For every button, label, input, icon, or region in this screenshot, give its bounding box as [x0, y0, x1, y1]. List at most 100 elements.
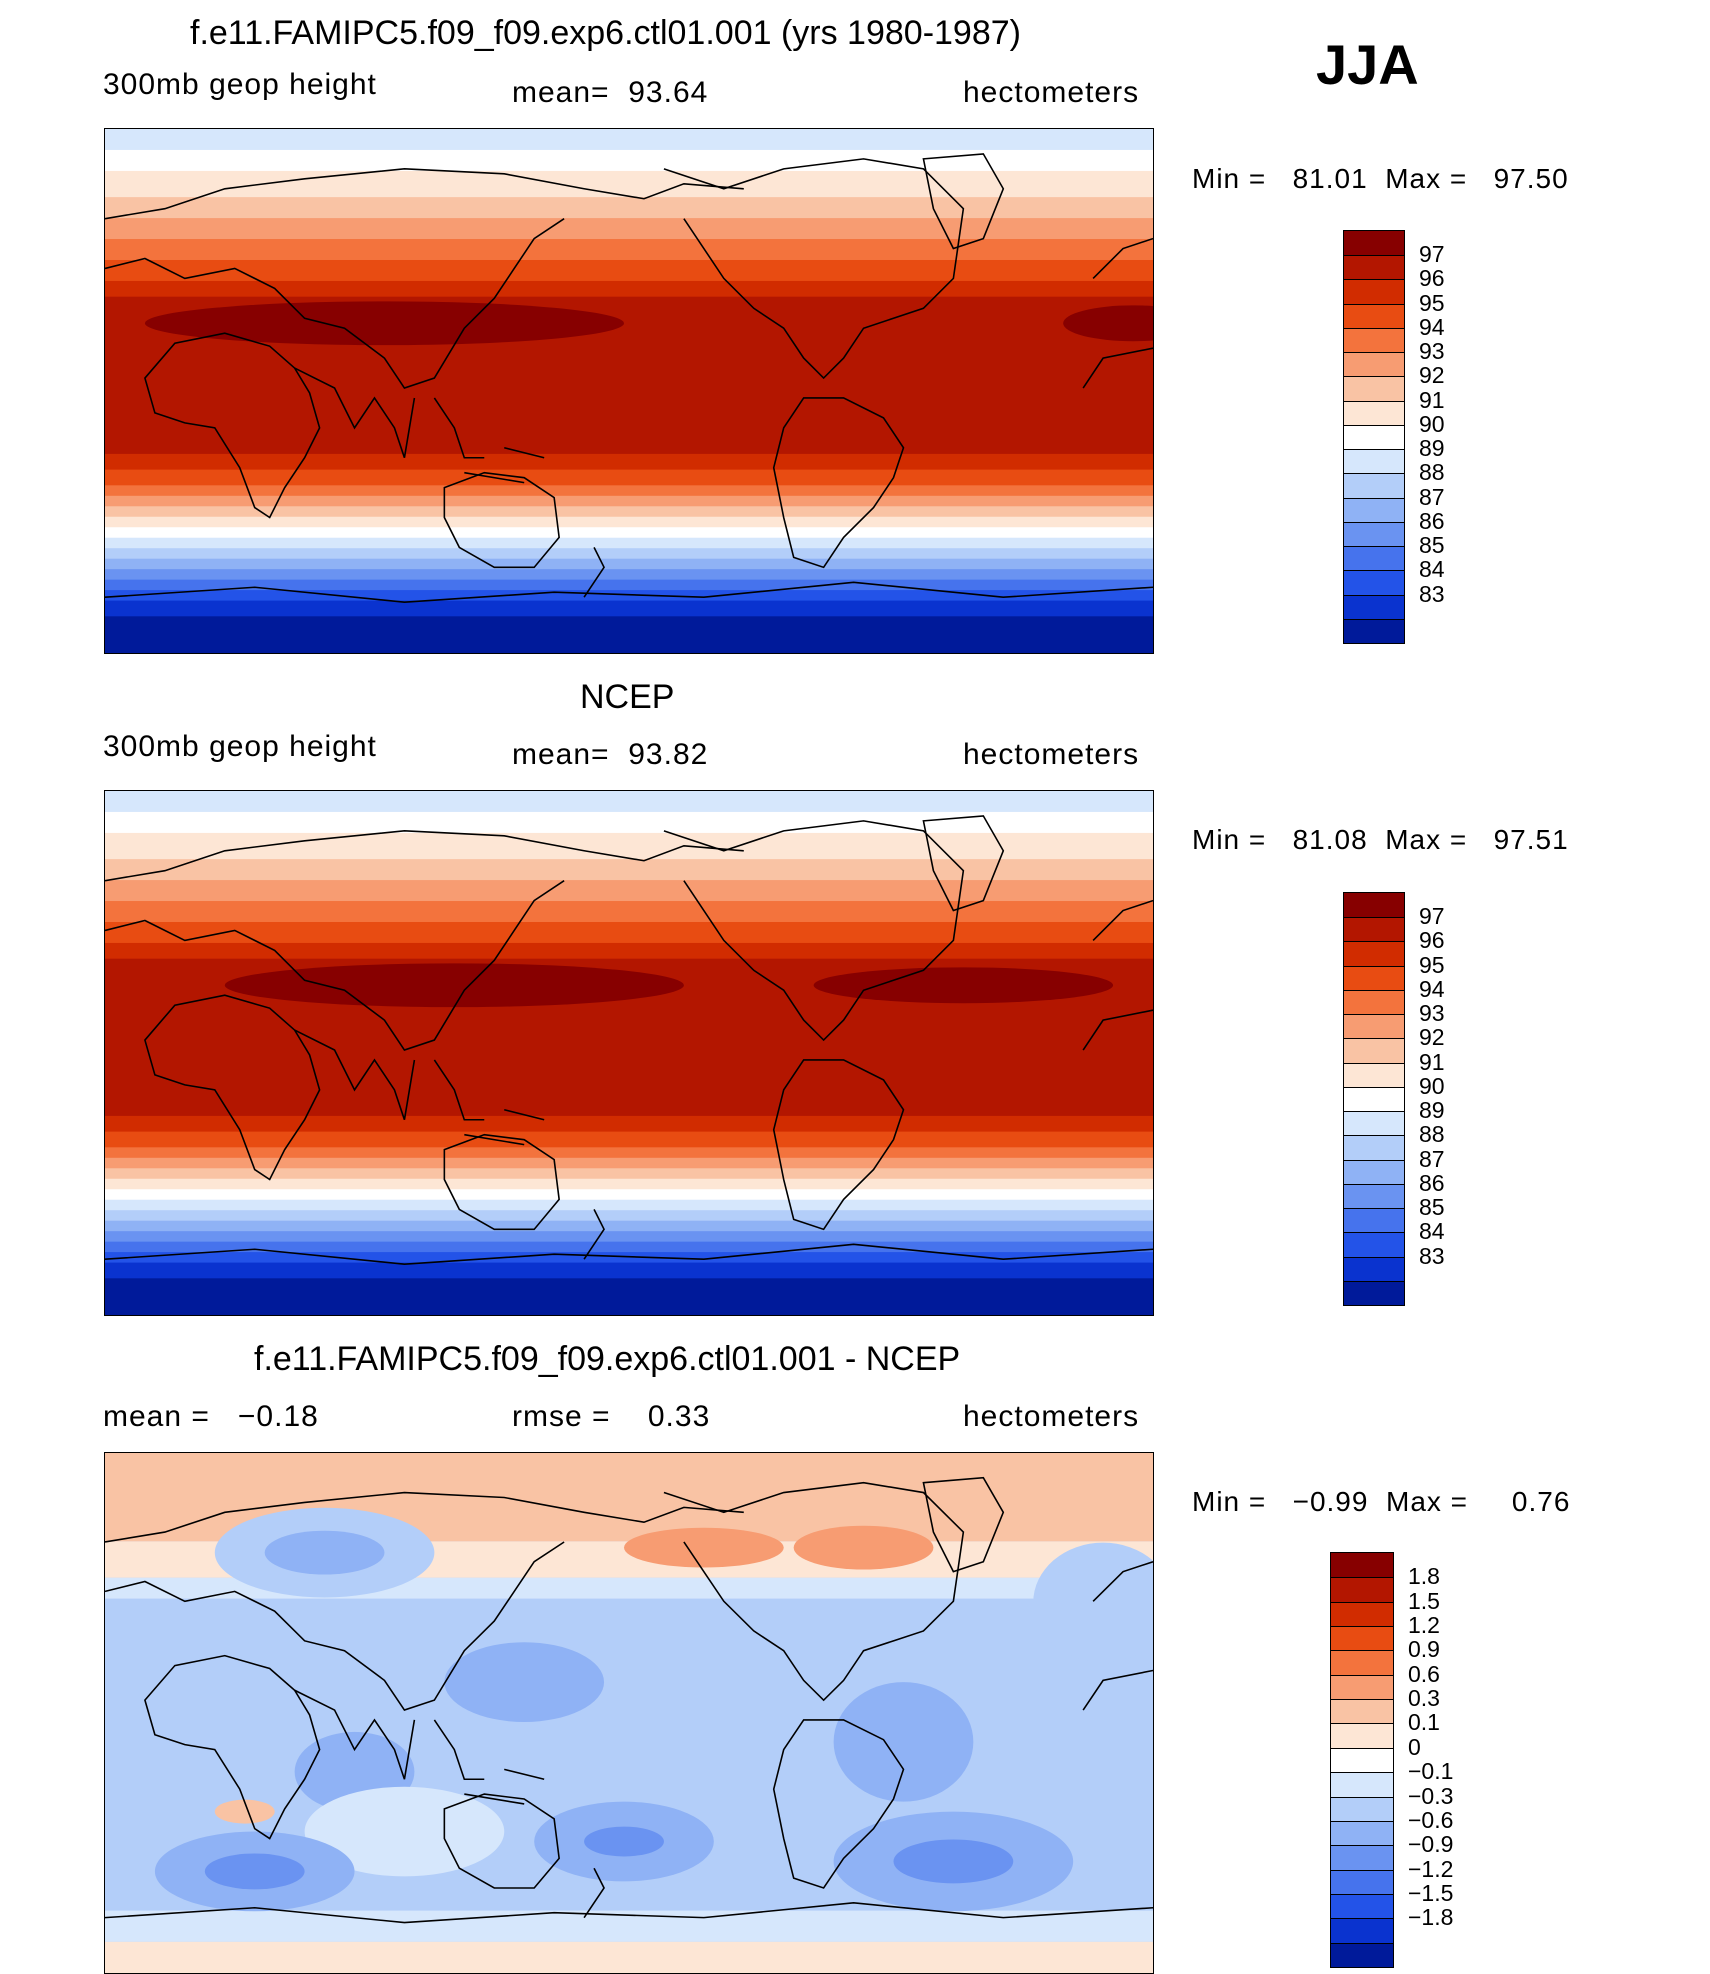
colorbar-swatch: [1344, 497, 1404, 522]
colorbar-swatch: [1344, 1062, 1404, 1087]
colorbar-swatch: [1344, 917, 1404, 942]
colorbar-swatch: [1344, 618, 1404, 643]
panel-diff-field: [105, 1453, 1153, 1973]
colorbar-swatch: [1344, 570, 1404, 595]
anomaly-blob: [264, 1530, 385, 1575]
contour-band: [105, 1131, 1153, 1149]
colorbar-label: 0.6: [1408, 1660, 1440, 1687]
colorbar-label: 87: [1419, 1145, 1445, 1172]
colorbar-swatch: [1331, 1553, 1393, 1578]
colorbar-swatch: [1344, 965, 1404, 990]
colorbar-swatch: [1331, 1942, 1393, 1967]
colorbar-label: 1.2: [1408, 1612, 1440, 1639]
anomaly-blob: [793, 1525, 934, 1570]
panel-model-map: [104, 128, 1154, 654]
colorbar-swatch: [1344, 1014, 1404, 1039]
contour-band: [105, 811, 1153, 834]
colorbar-swatch: [1344, 1135, 1404, 1160]
colorbar-label: 1.5: [1408, 1587, 1440, 1614]
panel-diff-minmax: Min = −0.99 Max = 0.76: [1192, 1486, 1571, 1517]
panel-model-variable: 300mb geop height: [103, 68, 377, 101]
colorbar-swatch: [1344, 352, 1404, 377]
colorbar-label: 94: [1419, 313, 1445, 340]
colorbar-swatch: [1344, 1038, 1404, 1063]
colorbar-label: 93: [1419, 1000, 1445, 1027]
contour-band: [105, 1941, 1153, 1973]
contour-band: [105, 922, 1153, 944]
contour-band: [105, 548, 1153, 560]
panel-obs-units: hectometers: [963, 738, 1140, 771]
colorbar-swatch: [1331, 1893, 1393, 1919]
geop-maximum: [144, 301, 1153, 346]
contour-bands: [105, 129, 1153, 653]
geop-maximum: [224, 963, 1114, 1008]
panel-model-mean: mean= 93.64: [512, 76, 709, 109]
colorbar-label: 89: [1419, 435, 1445, 462]
colorbar-swatch: [1331, 1699, 1393, 1724]
coastlines: [105, 153, 1153, 603]
contour-band: [105, 129, 1153, 151]
colorbar-label: 88: [1419, 1121, 1445, 1148]
contour-band: [105, 616, 1153, 653]
panel-model-minmax: Min = 81.01 Max = 97.50: [1192, 163, 1569, 194]
contour-band: [105, 600, 1153, 618]
contour-band: [105, 170, 1153, 199]
contour-band: [105, 218, 1153, 241]
colorbar-swatch: [1344, 1280, 1404, 1305]
colorbar-label: 95: [1419, 951, 1445, 978]
colorbar-label: 0.9: [1408, 1636, 1440, 1663]
colorbar-swatch: [1344, 449, 1404, 474]
colorbar-label: 86: [1419, 507, 1445, 534]
colorbar-swatch: [1344, 941, 1404, 966]
contour-band: [105, 880, 1153, 903]
colorbar-swatch: [1331, 1796, 1393, 1821]
colorbar-label: 84: [1419, 556, 1445, 583]
panel-obs-field: [105, 791, 1153, 1315]
colorbar-swatch: [1331, 1772, 1393, 1797]
colorbar-swatch: [1344, 400, 1404, 425]
coastlines: [105, 815, 1153, 1265]
colorbar-swatch: [1331, 1577, 1393, 1602]
colorbar-label: 85: [1419, 532, 1445, 559]
colorbar-label: −1.8: [1408, 1904, 1454, 1931]
colorbar-label: 85: [1419, 1194, 1445, 1221]
panel-model-field: [105, 129, 1153, 653]
contour-band: [105, 1278, 1153, 1315]
anomaly-blob: [304, 1786, 505, 1877]
panel-diff-rmse: rmse = 0.33: [512, 1400, 711, 1433]
contour-band: [105, 239, 1153, 261]
colorbar-label: 0.3: [1408, 1685, 1440, 1712]
contour-band: [105, 1168, 1153, 1180]
colorbar-swatch: [1331, 1845, 1393, 1870]
colorbar-swatch: [1344, 303, 1404, 328]
colorbar-swatch: [1344, 1159, 1404, 1184]
colorbar-label: 92: [1419, 362, 1445, 389]
contour-band: [105, 453, 1153, 471]
coastlines: [105, 1476, 1153, 1924]
colorbar-label: 0.1: [1408, 1709, 1440, 1736]
colorbar-label: 90: [1419, 410, 1445, 437]
panel-diff-mean: mean = −0.18: [103, 1400, 319, 1433]
colorbar-swatch: [1331, 1820, 1393, 1846]
contour-band: [105, 579, 1153, 592]
colorbar-label: −0.3: [1408, 1782, 1454, 1809]
anomaly-blob: [204, 1853, 305, 1890]
contour-band: [105, 1262, 1153, 1280]
colorbar-label: 87: [1419, 483, 1445, 510]
colorbar-label: 91: [1419, 1048, 1445, 1075]
colorbar-swatch: [1344, 893, 1404, 918]
panel-obs-variable: 300mb geop height: [103, 730, 377, 763]
panel-diff-map: [104, 1452, 1154, 1974]
colorbar-swatch: [1344, 1086, 1404, 1112]
colorbar-label: 97: [1419, 241, 1445, 268]
contour-band: [105, 506, 1153, 518]
colorbar-label: −1.5: [1408, 1879, 1454, 1906]
colorbar-swatch: [1344, 1183, 1404, 1209]
contour-band: [105, 791, 1153, 813]
contour-band: [105, 1220, 1153, 1233]
contour-band: [105, 1231, 1153, 1243]
colorbar-swatch: [1344, 473, 1404, 498]
colorbar-label: 92: [1419, 1024, 1445, 1051]
colorbar-swatch: [1344, 424, 1404, 450]
contour-band: [105, 590, 1153, 602]
